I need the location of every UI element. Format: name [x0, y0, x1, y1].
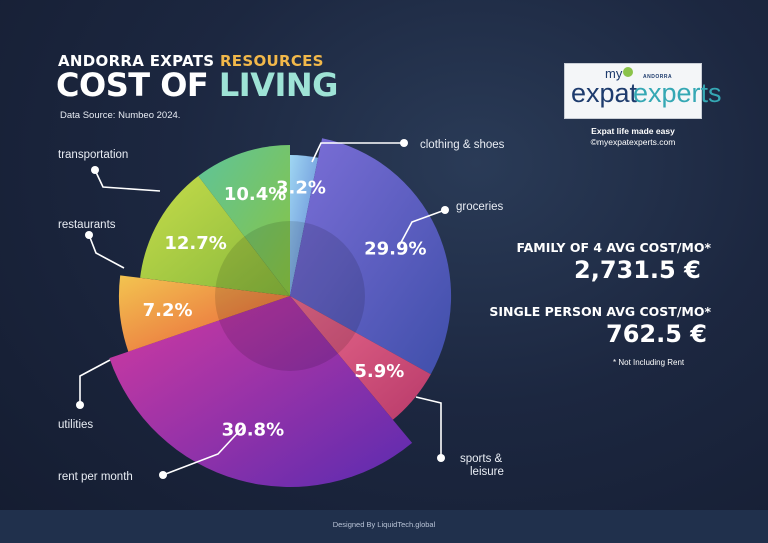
legend-label-clothing-shoes: clothing & shoes: [420, 139, 505, 151]
leader-dot-groceries: [441, 206, 449, 214]
footnote: * Not Including Rent: [613, 358, 685, 367]
pct-label-transportation: 10.4%: [224, 184, 286, 205]
legend-label-restaurants: restaurants: [58, 219, 116, 231]
leader-line-clothing-shoes: [311, 142, 404, 163]
logo-country: ANDORRA: [643, 74, 673, 80]
legend-label-utilities: utilities: [58, 419, 93, 431]
pct-label-groceries: 29.9%: [364, 239, 426, 260]
pct-label-utilities: 7.2%: [143, 300, 193, 321]
slice-transportation: [198, 145, 290, 296]
single-cost-value: 762.5 €: [606, 320, 707, 348]
title-part2: LIVING: [218, 66, 339, 104]
slice-restaurants: [140, 176, 290, 296]
leader-line-utilities: [79, 359, 111, 405]
leader-dot-clothing-shoes: [400, 139, 408, 147]
legend-label-groceries: groceries: [456, 201, 504, 213]
slice-utilities: [118, 275, 291, 352]
leader-line-rent-per-month: [162, 425, 245, 476]
legend-label-transportation: transportation: [58, 149, 128, 161]
family-cost-value: 2,731.5 €: [574, 256, 701, 284]
leader-line-transportation: [94, 169, 161, 192]
title-part1: COST OF: [56, 66, 209, 104]
brand-text: ANDORRA EXPATS: [58, 52, 215, 70]
leader-dot-sports-leisure: [437, 454, 445, 462]
section-text: RESOURCES: [219, 52, 324, 70]
slice-clothing-shoes: [290, 154, 319, 296]
page-title: COST OF LIVING: [56, 66, 338, 104]
leader-dot-restaurants: [85, 231, 93, 239]
leader-dot-rent-per-month: [159, 471, 167, 479]
pie-center-disc: [215, 221, 365, 371]
legend-label-sports-leisure: sports & leisure: [460, 453, 504, 478]
family-cost-label: FAMILY OF 4 AVG COST/MO*: [516, 240, 711, 255]
footer-bar: [0, 510, 768, 543]
leader-line-sports-leisure: [415, 396, 442, 458]
logo-expat: expat: [571, 78, 638, 108]
header-supertitle: ANDORRA EXPATS RESOURCES: [58, 52, 324, 70]
pct-label-sports-leisure: 5.9%: [354, 361, 404, 382]
leader-line-restaurants: [88, 234, 125, 269]
logo-experts: experts: [633, 78, 722, 108]
legend-label-rent-per-month: rent per month: [58, 471, 133, 483]
pct-label-clothing-shoes: 3.2%: [276, 178, 326, 199]
logo-website: ©myexpatexperts.com: [590, 137, 676, 147]
pct-label-restaurants: 12.7%: [164, 233, 226, 254]
leader-dot-transportation: [91, 166, 99, 174]
brand-logo: my ANDORRA expat experts: [564, 63, 722, 119]
logo-tagline: Expat life made easy: [591, 126, 675, 136]
data-source: Data Source: Numbeo 2024.: [60, 110, 181, 121]
slice-sports-leisure: [290, 296, 431, 420]
leader-dot-utilities: [76, 401, 84, 409]
footer-credit: Designed By LiquidTech.global: [332, 520, 436, 529]
leader-line-groceries: [397, 209, 446, 249]
single-cost-label: SINGLE PERSON AVG COST/MO*: [489, 304, 711, 319]
slice-rent-per-month: [109, 296, 413, 488]
pin-icon: [623, 67, 633, 77]
pct-label-rent-per-month: 30.8%: [222, 419, 284, 440]
slice-groceries: [290, 138, 452, 375]
logo-my: my: [605, 66, 623, 81]
